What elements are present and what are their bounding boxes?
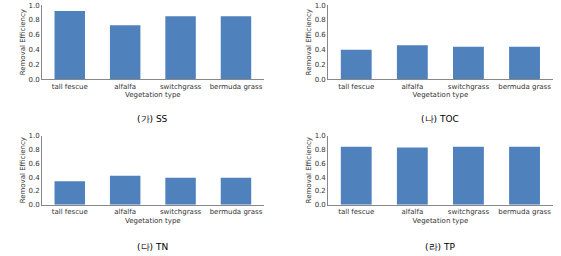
svg-text:0.4: 0.4: [315, 46, 327, 54]
svg-text:0.8: 0.8: [29, 16, 40, 24]
svg-text:(가) SS: (가) SS: [137, 114, 168, 124]
svg-text:switchgrass: switchgrass: [448, 83, 490, 91]
svg-text:bermuda grass: bermuda grass: [210, 83, 263, 91]
svg-text:0.0: 0.0: [315, 201, 326, 209]
svg-text:0.6: 0.6: [29, 160, 41, 168]
svg-text:(나) TOC: (나) TOC: [421, 114, 459, 124]
svg-text:switchgrass: switchgrass: [160, 208, 202, 216]
svg-text:0.8: 0.8: [29, 146, 40, 154]
svg-text:Removal Efficiency: Removal Efficiency: [19, 137, 27, 203]
svg-text:0.4: 0.4: [29, 174, 41, 182]
svg-text:1.0: 1.0: [315, 2, 326, 10]
svg-text:alfalfa: alfalfa: [401, 208, 423, 216]
svg-text:bermuda grass: bermuda grass: [210, 208, 263, 216]
svg-text:(라) TP: (라) TP: [425, 242, 455, 252]
svg-text:0.8: 0.8: [315, 16, 326, 24]
svg-text:switchgrass: switchgrass: [448, 208, 490, 216]
svg-text:0.0: 0.0: [29, 201, 40, 209]
svg-text:Removal Efficiency: Removal Efficiency: [305, 137, 313, 203]
svg-text:1.0: 1.0: [29, 2, 40, 10]
svg-text:0.4: 0.4: [315, 174, 327, 182]
svg-text:1.0: 1.0: [29, 132, 40, 140]
svg-text:0.2: 0.2: [315, 61, 326, 69]
svg-text:1.0: 1.0: [315, 132, 326, 140]
svg-text:Vegetation type: Vegetation type: [413, 217, 469, 225]
svg-text:(다) TN: (다) TN: [137, 242, 168, 252]
svg-text:alfalfa: alfalfa: [114, 208, 136, 216]
svg-text:tall fescue: tall fescue: [338, 83, 374, 91]
svg-text:0.0: 0.0: [29, 76, 40, 84]
svg-text:tall fescue: tall fescue: [52, 208, 88, 216]
svg-text:bermuda grass: bermuda grass: [498, 83, 551, 91]
svg-text:0.2: 0.2: [315, 187, 326, 195]
svg-text:alfalfa: alfalfa: [114, 83, 136, 91]
svg-text:0.0: 0.0: [315, 76, 326, 84]
svg-text:Vegetation type: Vegetation type: [125, 217, 181, 225]
svg-text:0.8: 0.8: [315, 146, 326, 154]
svg-text:tall fescue: tall fescue: [338, 208, 374, 216]
svg-text:bermuda grass: bermuda grass: [498, 208, 551, 216]
svg-text:0.6: 0.6: [29, 31, 41, 39]
svg-text:alfalfa: alfalfa: [401, 83, 423, 91]
svg-text:0.6: 0.6: [315, 160, 327, 168]
svg-text:Vegetation type: Vegetation type: [413, 91, 469, 99]
svg-text:Removal Efficiency: Removal Efficiency: [305, 9, 313, 75]
svg-text:switchgrass: switchgrass: [160, 83, 202, 91]
svg-text:0.2: 0.2: [29, 61, 40, 69]
svg-text:0.4: 0.4: [29, 46, 41, 54]
svg-text:tall fescue: tall fescue: [52, 83, 88, 91]
svg-text:Removal Efficiency: Removal Efficiency: [19, 9, 27, 75]
svg-text:Vegetation type: Vegetation type: [125, 91, 181, 99]
svg-text:0.6: 0.6: [315, 31, 327, 39]
svg-text:0.2: 0.2: [29, 187, 40, 195]
